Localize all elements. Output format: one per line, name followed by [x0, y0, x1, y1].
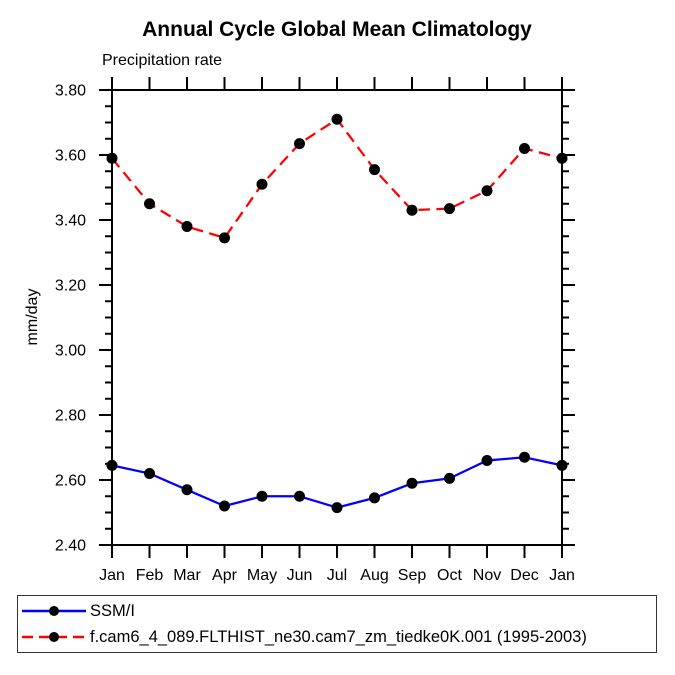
data-point-marker	[481, 455, 493, 466]
y-tick-label: 3.60	[55, 148, 86, 165]
y-tick-label: 3.20	[55, 278, 86, 295]
y-tick-label: 2.40	[55, 538, 86, 555]
data-point-marker	[444, 203, 455, 215]
data-point-marker	[256, 490, 268, 502]
data-point-marker	[294, 490, 305, 502]
y-tick-label: 2.60	[55, 473, 86, 490]
chart-subtitle: Precipitation rate	[102, 52, 223, 69]
x-tick-label: Mar	[173, 567, 201, 584]
x-tick-label: Jul	[327, 567, 347, 584]
y-tick-label: 3.80	[55, 83, 86, 100]
series-line-model	[111, 118, 563, 240]
data-point-marker	[369, 164, 380, 176]
data-point-marker	[181, 221, 193, 232]
data-point-marker	[294, 138, 305, 150]
data-point-marker	[406, 477, 418, 489]
legend-marker-dot	[49, 606, 59, 616]
y-tick-label: 2.80	[55, 408, 86, 425]
data-point-marker	[219, 500, 230, 512]
data-point-marker	[144, 198, 155, 210]
legend-item-model: f.cam6_4_089.FLTHIST_ne30.cam7_zm_tiedke…	[18, 624, 656, 650]
data-point-marker	[406, 204, 418, 216]
x-tick-label: Feb	[136, 567, 164, 584]
x-tick-label: May	[247, 567, 277, 584]
y-tick-label: 3.40	[55, 213, 86, 230]
legend-swatch-solid-line	[22, 606, 86, 616]
series-line-ssmi	[111, 456, 563, 509]
x-tick-label: Jan	[549, 567, 575, 584]
x-tick-label: Jun	[287, 567, 313, 584]
data-point-marker	[331, 113, 343, 125]
x-tick-label: Sep	[398, 567, 427, 584]
chart-title: Annual Cycle Global Mean Climatology	[142, 18, 532, 41]
y-tick-label: 3.00	[55, 343, 86, 360]
x-tick-label: Oct	[437, 567, 462, 584]
x-tick-label: Jan	[99, 567, 125, 584]
x-tick-label: Apr	[212, 567, 238, 584]
data-point-marker	[481, 185, 493, 197]
x-tick-label: Nov	[473, 567, 501, 584]
legend-box: SSM/I f.cam6_4_089.FLTHIST_ne30.cam7_zm_…	[17, 595, 657, 653]
data-point-marker	[556, 152, 568, 164]
legend-label: SSM/I	[90, 601, 135, 620]
legend-label: f.cam6_4_089.FLTHIST_ne30.cam7_zm_tiedke…	[90, 627, 587, 646]
data-point-marker	[256, 178, 268, 190]
data-point-marker	[144, 468, 155, 479]
data-point-marker	[106, 152, 118, 164]
data-point-marker	[444, 472, 455, 484]
legend-marker-dot	[49, 632, 59, 642]
data-point-marker	[556, 459, 568, 471]
legend-item-ssmi: SSM/I	[18, 598, 656, 624]
legend-swatch-dashed-line	[22, 632, 86, 642]
plot-frame	[111, 89, 563, 546]
data-point-marker	[331, 502, 343, 514]
x-tick-label: Dec	[510, 567, 538, 584]
data-point-marker	[519, 451, 530, 463]
x-tick-label: Aug	[360, 567, 388, 584]
data-point-marker	[181, 484, 193, 496]
data-point-marker	[519, 143, 530, 154]
y-axis-label: mm/day	[24, 288, 41, 346]
data-point-marker	[219, 232, 230, 244]
data-point-marker	[106, 459, 118, 471]
data-point-marker	[369, 492, 380, 504]
